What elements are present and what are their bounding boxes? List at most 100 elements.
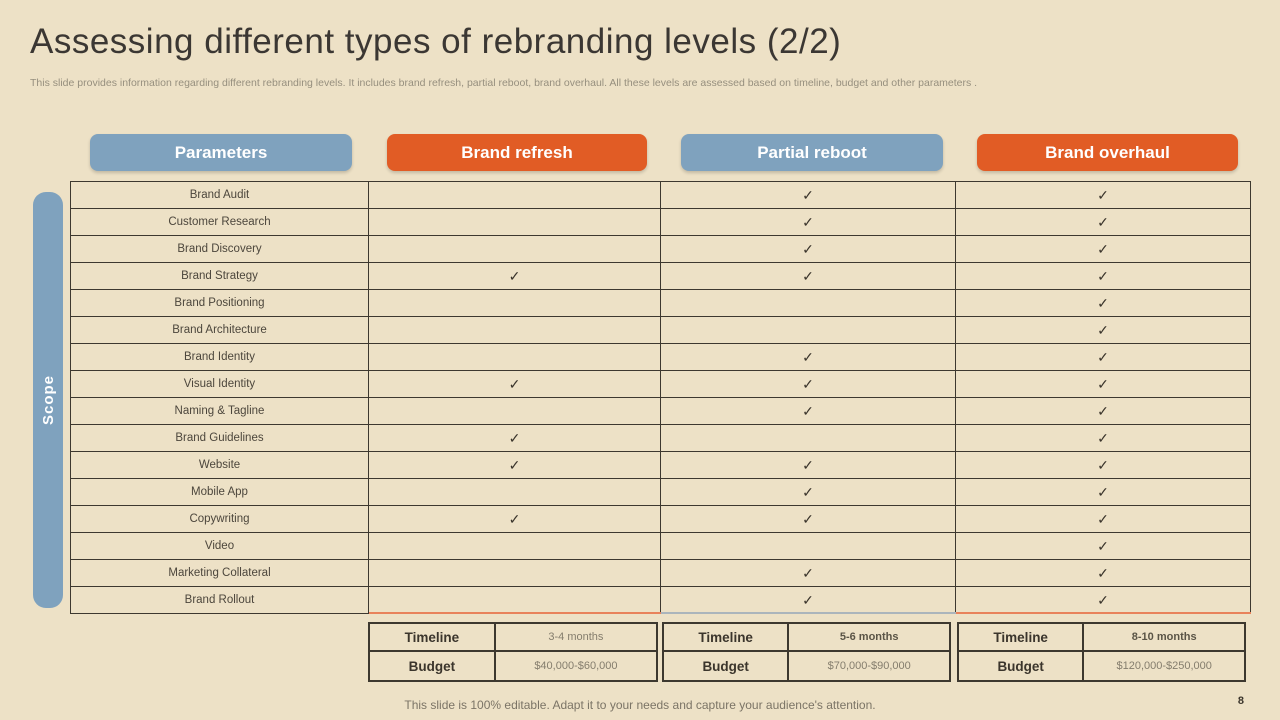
check-cell-brand-refresh: ✓ [369, 371, 661, 398]
check-cell-brand-overhaul: ✓ [956, 236, 1251, 263]
column-header-partial-reboot: Partial reboot [681, 134, 943, 171]
check-cell-partial-reboot: ✓ [661, 398, 956, 425]
check-cell-brand-overhaul: ✓ [956, 290, 1251, 317]
parameter-cell: Website [71, 452, 369, 479]
budget-label: Budget [664, 652, 790, 680]
check-cell-brand-refresh: ✓ [369, 452, 661, 479]
budget-label: Budget [959, 652, 1085, 680]
check-cell-brand-overhaul: ✓ [956, 452, 1251, 479]
parameter-cell: Video [71, 533, 369, 560]
parameter-cell: Copywriting [71, 506, 369, 533]
budget-value: $40,000-$60,000 [534, 660, 618, 672]
check-cell-partial-reboot: ✓ [661, 506, 956, 533]
check-cell-brand-overhaul: ✓ [956, 344, 1251, 371]
check-cell-partial-reboot: ✓ [661, 371, 956, 398]
parameter-cell: Brand Audit [71, 182, 369, 209]
brand-overhaul-underline [956, 612, 1251, 614]
summary-row-timeline: Timeline 8-10 months [959, 624, 1244, 652]
check-cell-brand-refresh: ✓ [369, 263, 661, 290]
check-cell-partial-reboot [661, 317, 956, 344]
check-cell-brand-overhaul: ✓ [956, 398, 1251, 425]
summary-row-timeline: Timeline 5-6 months [664, 624, 949, 652]
parameter-cell: Brand Architecture [71, 317, 369, 344]
summary-row-budget: Budget $120,000-$250,000 [959, 652, 1244, 680]
check-cell-brand-refresh [369, 533, 661, 560]
budget-value: $120,000-$250,000 [1116, 660, 1212, 672]
check-cell-brand-overhaul: ✓ [956, 182, 1251, 209]
summary-row-timeline: Timeline 3-4 months [370, 624, 656, 652]
parameter-cell: Brand Guidelines [71, 425, 369, 452]
budget-label: Budget [370, 652, 496, 680]
parameter-cell: Brand Positioning [71, 290, 369, 317]
check-cell-brand-overhaul: ✓ [956, 533, 1251, 560]
column-header-brand-refresh: Brand refresh [387, 134, 647, 171]
check-cell-partial-reboot [661, 425, 956, 452]
parameter-cell: Visual Identity [71, 371, 369, 398]
check-cell-partial-reboot: ✓ [661, 236, 956, 263]
check-cell-brand-refresh [369, 344, 661, 371]
check-cell-brand-refresh [369, 398, 661, 425]
check-cell-brand-overhaul: ✓ [956, 263, 1251, 290]
check-cell-brand-refresh: ✓ [369, 506, 661, 533]
check-cell-brand-overhaul: ✓ [956, 587, 1251, 614]
page-subtitle: This slide provides information regardin… [30, 77, 978, 89]
parameter-cell: Brand Identity [71, 344, 369, 371]
check-cell-partial-reboot: ✓ [661, 344, 956, 371]
partial-reboot-underline [661, 612, 956, 614]
column-header-parameters: Parameters [90, 134, 352, 171]
check-cell-brand-refresh [369, 182, 661, 209]
timeline-value: 8-10 months [1131, 631, 1197, 643]
parameter-cell: Brand Strategy [71, 263, 369, 290]
check-cell-partial-reboot: ✓ [661, 479, 956, 506]
parameter-cell: Mobile App [71, 479, 369, 506]
check-cell-brand-refresh [369, 209, 661, 236]
parameter-cell: Naming & Tagline [71, 398, 369, 425]
timeline-label: Timeline [959, 624, 1085, 650]
column-header-brand-overhaul: Brand overhaul [977, 134, 1238, 171]
check-cell-brand-overhaul: ✓ [956, 371, 1251, 398]
summary-box-partial-reboot: Timeline 5-6 months Budget $70,000-$90,0… [662, 622, 951, 682]
check-cell-brand-overhaul: ✓ [956, 560, 1251, 587]
scope-label: Scope [39, 374, 57, 425]
check-cell-partial-reboot: ✓ [661, 209, 956, 236]
summary-row-budget: Budget $40,000-$60,000 [370, 652, 656, 680]
check-cell-partial-reboot: ✓ [661, 560, 956, 587]
parameters-matrix-table: Brand Audit ✓ ✓ Customer Research ✓ ✓ Brand Di… [70, 181, 1251, 614]
timeline-value: 5-6 months [839, 631, 899, 643]
brand-refresh-underline [369, 612, 661, 614]
check-cell-brand-refresh [369, 479, 661, 506]
check-cell-brand-overhaul: ✓ [956, 209, 1251, 236]
check-cell-brand-refresh [369, 290, 661, 317]
check-cell-brand-overhaul: ✓ [956, 506, 1251, 533]
parameter-cell: Brand Rollout [71, 587, 369, 614]
check-cell-brand-refresh [369, 560, 661, 587]
check-cell-brand-refresh [369, 587, 661, 614]
summary-box-brand-overhaul: Timeline 8-10 months Budget $120,000-$25… [957, 622, 1246, 682]
timeline-label: Timeline [664, 624, 790, 650]
check-cell-brand-overhaul: ✓ [956, 317, 1251, 344]
parameter-cell: Customer Research [71, 209, 369, 236]
check-cell-brand-overhaul: ✓ [956, 425, 1251, 452]
timeline-label: Timeline [370, 624, 496, 650]
check-cell-partial-reboot: ✓ [661, 587, 956, 614]
footer-note: This slide is 100% editable. Adapt it to… [404, 698, 876, 712]
parameter-cell: Brand Discovery [71, 236, 369, 263]
summary-row-budget: Budget $70,000-$90,000 [664, 652, 949, 680]
budget-value: $70,000-$90,000 [827, 660, 911, 672]
scope-bar: Scope [33, 192, 63, 608]
check-cell-partial-reboot [661, 533, 956, 560]
check-cell-partial-reboot: ✓ [661, 182, 956, 209]
check-cell-brand-refresh: ✓ [369, 425, 661, 452]
timeline-value: 3-4 months [548, 631, 604, 643]
page-number: 8 [1237, 695, 1244, 707]
check-cell-partial-reboot: ✓ [661, 263, 956, 290]
summary-box-brand-refresh: Timeline 3-4 months Budget $40,000-$60,0… [368, 622, 658, 682]
check-cell-partial-reboot: ✓ [661, 452, 956, 479]
page-title: Assessing different types of rebranding … [30, 22, 842, 61]
parameter-cell: Marketing Collateral [71, 560, 369, 587]
check-cell-brand-refresh [369, 317, 661, 344]
check-cell-partial-reboot [661, 290, 956, 317]
check-cell-brand-overhaul: ✓ [956, 479, 1251, 506]
check-cell-brand-refresh [369, 236, 661, 263]
